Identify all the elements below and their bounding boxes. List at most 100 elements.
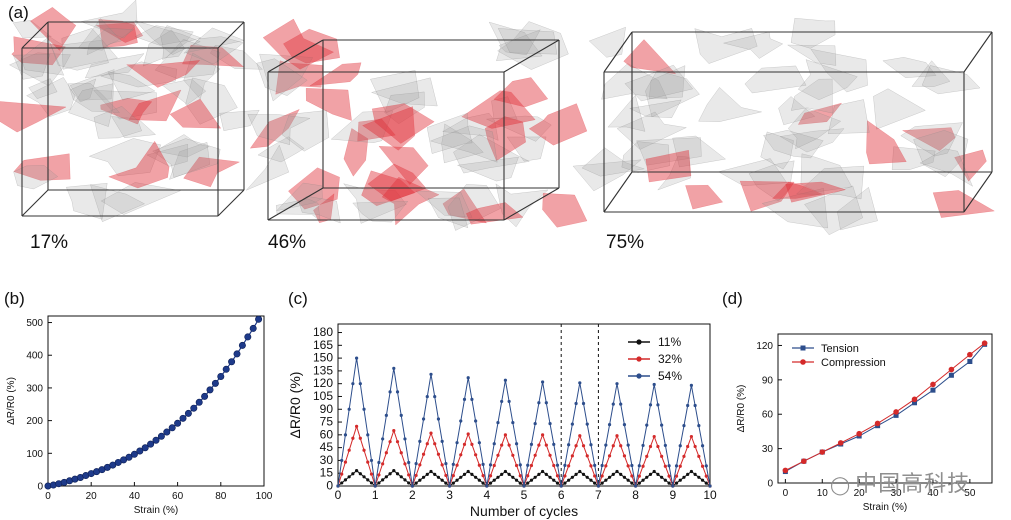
data-point bbox=[492, 463, 496, 468]
data-point bbox=[444, 481, 448, 485]
red-sheet bbox=[357, 118, 396, 142]
data-point bbox=[238, 341, 246, 349]
data-point bbox=[388, 472, 392, 476]
red-sheet bbox=[98, 19, 138, 48]
mesh-sheet bbox=[827, 99, 870, 135]
red-sheet bbox=[797, 102, 843, 125]
red-sheet bbox=[739, 180, 795, 212]
data-point bbox=[369, 481, 374, 485]
mesh-sheet bbox=[281, 110, 330, 152]
cube-2 bbox=[246, 18, 588, 231]
data-point bbox=[529, 478, 534, 482]
data-point bbox=[481, 462, 485, 466]
data-point bbox=[433, 442, 437, 446]
data-point bbox=[195, 398, 203, 406]
data-point bbox=[418, 478, 422, 482]
data-point bbox=[533, 453, 537, 457]
watermark: ◯ 中国高科技 bbox=[830, 466, 970, 498]
data-point bbox=[563, 474, 567, 478]
data-point bbox=[429, 431, 433, 435]
data-point bbox=[581, 444, 586, 448]
x-axis-label: Strain (%) bbox=[863, 502, 907, 513]
data-point bbox=[552, 442, 556, 446]
x-tick-label: 10 bbox=[703, 488, 717, 502]
mesh-sheet bbox=[69, 69, 115, 101]
y-tick-label: 90 bbox=[320, 402, 334, 416]
mesh-sheet bbox=[900, 122, 963, 157]
y-axis-label: ΔR/R0 (%) bbox=[287, 372, 303, 439]
data-point bbox=[492, 442, 496, 446]
x-tick-label: 2 bbox=[409, 488, 416, 502]
y-tick-label: 150 bbox=[313, 351, 333, 365]
data-point bbox=[544, 472, 548, 477]
mesh-sheet bbox=[160, 25, 202, 61]
mesh-sheet bbox=[93, 106, 143, 139]
mesh-sheet bbox=[694, 28, 758, 64]
mesh-sheet bbox=[370, 77, 438, 107]
data-point bbox=[336, 484, 340, 488]
data-point bbox=[425, 442, 429, 446]
red-sheet bbox=[100, 97, 153, 125]
y-tick-label: 0 bbox=[37, 482, 43, 493]
mesh-sheet bbox=[169, 141, 211, 180]
data-point bbox=[395, 472, 400, 476]
data-point bbox=[503, 469, 507, 474]
mesh-sheet bbox=[891, 146, 936, 170]
y-tick-label: 100 bbox=[26, 449, 43, 460]
data-point bbox=[518, 474, 522, 478]
mesh-sheet bbox=[498, 29, 541, 56]
data-point bbox=[544, 443, 548, 447]
red-sheet bbox=[125, 60, 201, 88]
cube-edge bbox=[503, 39, 560, 73]
data-point bbox=[421, 417, 426, 421]
red-sheet bbox=[288, 167, 340, 210]
data-point bbox=[477, 478, 481, 482]
data-point bbox=[444, 473, 448, 478]
data-point bbox=[555, 463, 560, 467]
data-point bbox=[355, 469, 359, 473]
data-point bbox=[414, 481, 418, 485]
red-sheet bbox=[954, 149, 987, 182]
panel-label-c: (c) bbox=[288, 289, 308, 308]
data-point bbox=[663, 478, 667, 482]
data-point bbox=[511, 420, 515, 425]
data-point bbox=[526, 481, 530, 485]
data-point bbox=[455, 478, 459, 482]
mesh-sheet bbox=[20, 37, 65, 76]
x-tick-label: 100 bbox=[256, 491, 273, 502]
data-point bbox=[619, 472, 623, 477]
data-point bbox=[358, 472, 362, 476]
data-point bbox=[462, 472, 467, 477]
data-point bbox=[340, 472, 344, 476]
data-point bbox=[403, 462, 407, 466]
data-point bbox=[663, 464, 667, 468]
red-sheet bbox=[442, 188, 487, 224]
mesh-sheet bbox=[648, 65, 686, 100]
data-point bbox=[548, 453, 552, 457]
data-point bbox=[433, 472, 437, 477]
data-point bbox=[500, 472, 504, 477]
mesh-sheet bbox=[152, 138, 221, 178]
data-point bbox=[249, 324, 257, 332]
x-tick-label: 20 bbox=[854, 488, 866, 499]
data-point bbox=[911, 396, 918, 403]
data-point bbox=[708, 484, 712, 488]
mesh-sheet bbox=[882, 57, 937, 78]
mesh-sheet bbox=[352, 201, 409, 223]
data-point bbox=[381, 478, 385, 482]
data-point bbox=[697, 454, 701, 458]
data-point bbox=[377, 473, 381, 477]
data-point bbox=[481, 481, 485, 485]
data-point bbox=[384, 475, 388, 479]
mesh-sheet bbox=[384, 91, 425, 125]
data-point bbox=[514, 442, 519, 446]
data-point bbox=[395, 440, 400, 444]
x-tick-label: 4 bbox=[483, 488, 490, 502]
mesh-sheet bbox=[154, 134, 211, 158]
data-point bbox=[678, 444, 682, 448]
data-point bbox=[500, 443, 504, 447]
mesh-sheet bbox=[748, 160, 795, 202]
red-sheet bbox=[183, 156, 241, 188]
data-point bbox=[514, 478, 519, 482]
data-point bbox=[470, 397, 474, 401]
